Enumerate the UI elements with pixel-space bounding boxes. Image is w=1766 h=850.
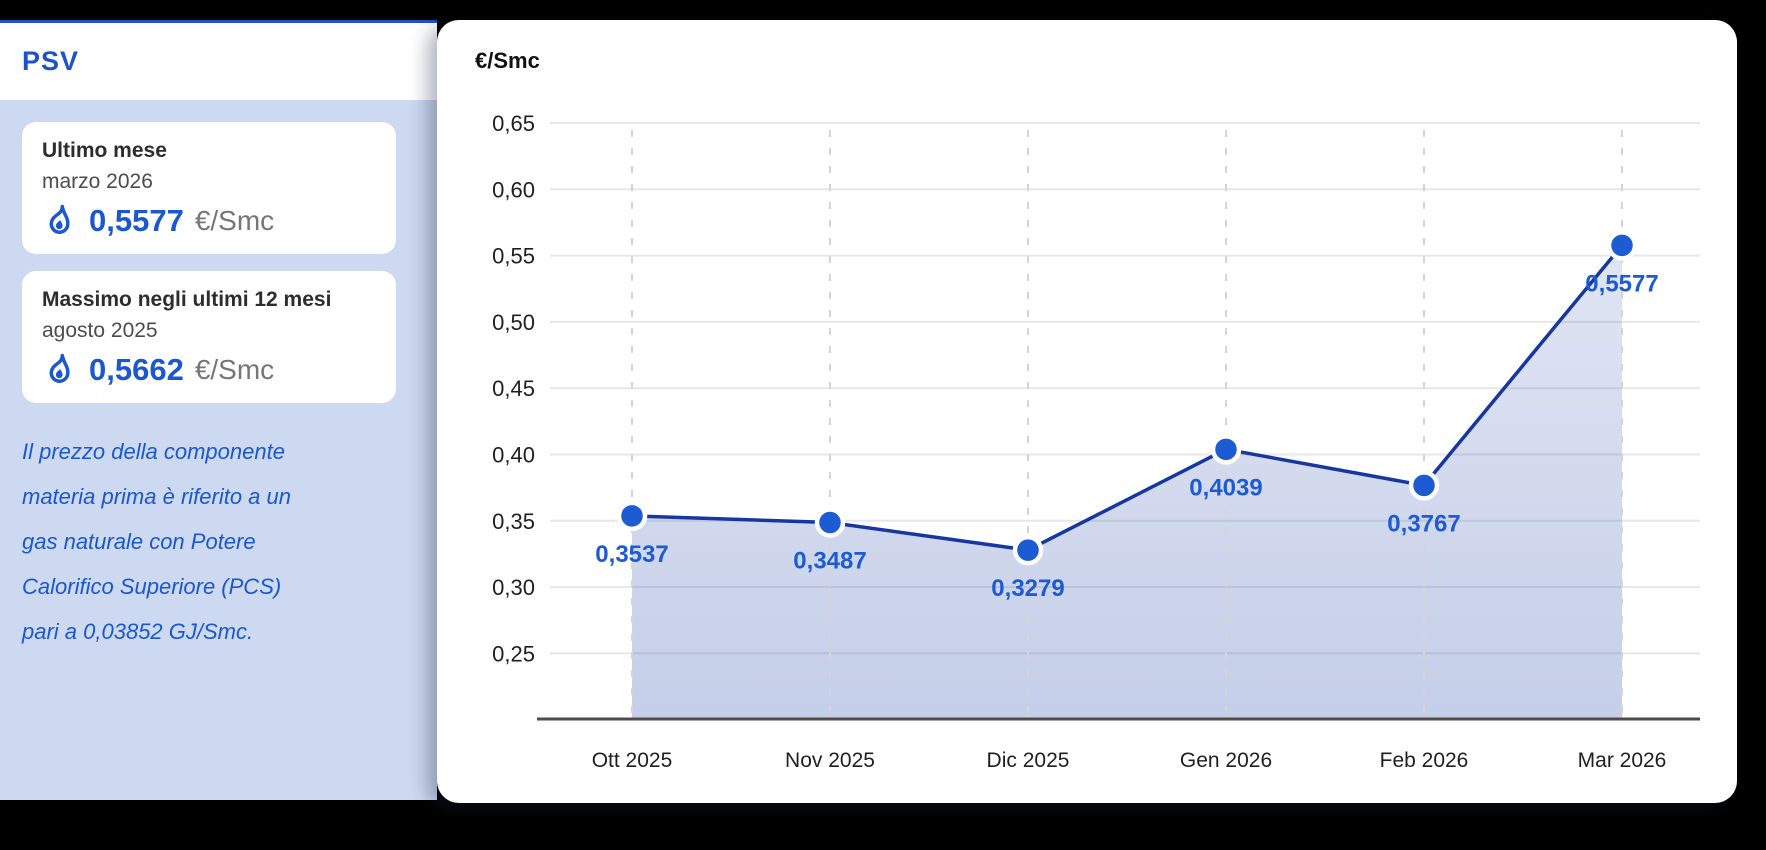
chart-unit-label: €/Smc	[475, 48, 540, 73]
area-fill	[632, 245, 1622, 719]
price-note: Il prezzo della componente materia prima…	[22, 429, 415, 654]
x-tick-label: Feb 2026	[1380, 749, 1469, 772]
data-point-label: 0,4039	[1189, 474, 1262, 501]
y-tick-label: 0,40	[492, 443, 535, 468]
flame-icon	[42, 203, 78, 239]
y-tick-label: 0,45	[492, 376, 535, 401]
note-line: Calorifico Superiore (PCS)	[22, 574, 282, 599]
stat-card-12month-max: Massimo negli ultimi 12 mesi agosto 2025…	[22, 271, 396, 403]
x-tick-label: Nov 2025	[785, 749, 875, 772]
stat-value: 0,5662	[89, 352, 184, 387]
sidebar-header: PSV	[0, 20, 437, 100]
chart-card: €/Smc 0,65 0,60 0,55 0,50 0,45 0,40 0,35 0,30 0,…	[437, 20, 1737, 803]
y-tick-label: 0,65	[492, 111, 535, 136]
data-point-label: 0,5577	[1585, 270, 1658, 297]
y-tick-label: 0,60	[492, 177, 535, 202]
y-tick-label: 0,25	[492, 641, 535, 666]
note-line: pari a 0,03852 GJ/Smc.	[22, 619, 254, 644]
y-tick-label: 0,55	[492, 244, 535, 269]
stat-value: 0,5577	[89, 203, 184, 238]
data-point-label: 0,3767	[1387, 510, 1460, 537]
stat-card-latest-month: Ultimo mese marzo 2026 0,5577 €/Smc	[22, 122, 396, 254]
x-tick-label: Mar 2026	[1578, 749, 1667, 772]
data-point[interactable]	[1408, 470, 1440, 501]
x-tick-label: Dic 2025	[987, 749, 1070, 772]
y-tick-label: 0,50	[492, 310, 535, 335]
x-tick-label: Ott 2025	[592, 749, 673, 772]
note-line: gas naturale con Potere	[22, 529, 256, 554]
note-line: materia prima è riferito a un	[22, 484, 291, 509]
stat-card-subtitle: marzo 2026	[42, 170, 153, 193]
data-point-label: 0,3279	[991, 575, 1064, 602]
series-line	[630, 243, 1624, 552]
stat-unit: €/Smc	[194, 205, 275, 236]
note-line: Il prezzo della componente	[22, 439, 285, 464]
sidebar: Ultimo mese marzo 2026 0,5577 €/Smc Mass…	[0, 100, 437, 800]
y-tick-label: 0,30	[492, 575, 535, 600]
data-point[interactable]	[616, 500, 648, 532]
data-point[interactable]	[1210, 434, 1242, 465]
stat-card-subtitle: agosto 2025	[42, 319, 158, 342]
stat-card-title: Massimo negli ultimi 12 mesi	[42, 288, 332, 311]
data-point-label: 0,3487	[793, 548, 866, 575]
flame-icon	[42, 352, 78, 388]
stat-unit: €/Smc	[194, 354, 275, 385]
stat-card-title: Ultimo mese	[42, 139, 167, 162]
data-point-label: 0,3537	[595, 541, 668, 568]
psv-price-chart: 0,65 0,60 0,55 0,50 0,45 0,40 0,35 0,30 0,25 0,35…	[492, 111, 1700, 772]
page-title: PSV	[22, 46, 80, 76]
data-point[interactable]	[1012, 534, 1044, 566]
y-tick-label: 0,35	[492, 509, 535, 534]
x-tick-label: Gen 2026	[1180, 749, 1272, 772]
data-point[interactable]	[814, 507, 846, 538]
data-point[interactable]	[1606, 230, 1638, 261]
